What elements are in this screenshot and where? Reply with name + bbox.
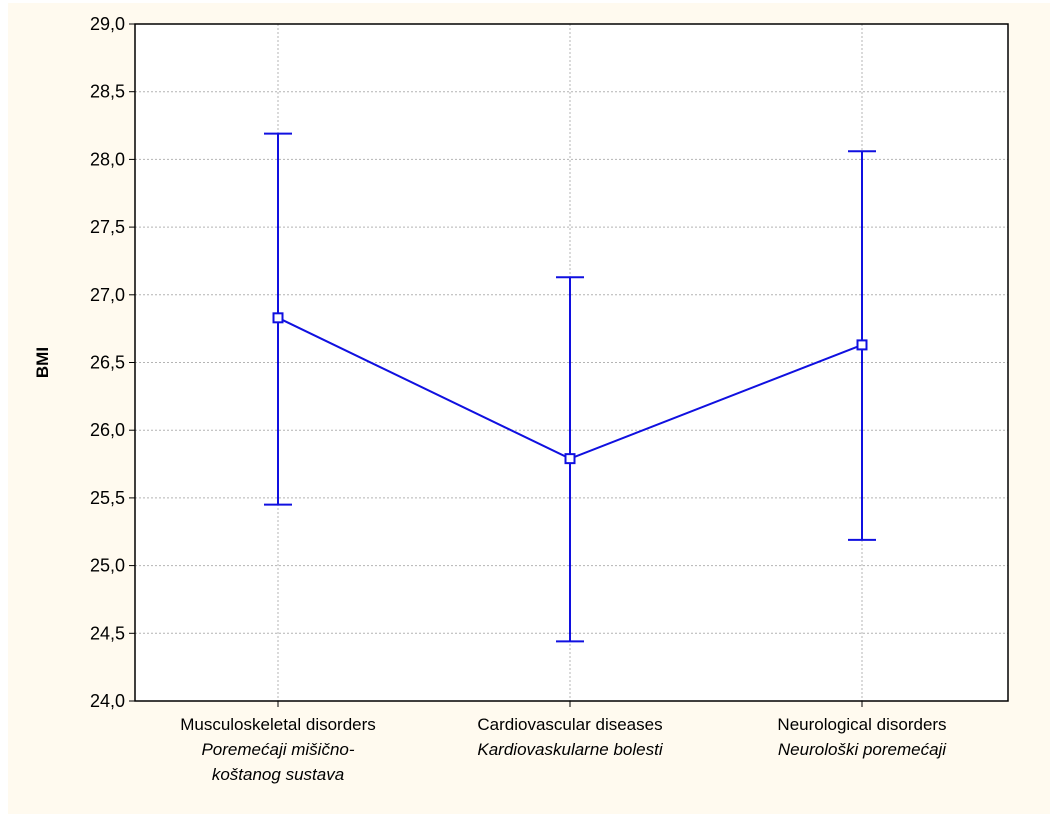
y-tick-label: 29,0 (90, 14, 125, 34)
y-tick-label: 25,0 (90, 556, 125, 576)
data-point (272, 312, 284, 324)
data-point (856, 339, 868, 351)
y-tick-label: 26,5 (90, 353, 125, 373)
x-tick-label: Cardiovascular diseases (477, 715, 662, 734)
y-axis-label: BMI (33, 347, 52, 378)
y-tick-label: 27,5 (90, 217, 125, 237)
plot-border (134, 23, 1009, 702)
y-tick-label: 27,0 (90, 285, 125, 305)
chart-svg: 24,0 24,5 25,0 25,5 26,0 26,5 27,0 27,5 28,0 28,5… (8, 3, 1050, 814)
x-tick-label: Neurological disorders (777, 715, 946, 734)
y-axis: 24,0 24,5 25,0 25,5 26,0 26,5 27,0 27,5 28,0 28,5… (90, 14, 135, 711)
y-tick-label: 28,5 (90, 82, 125, 102)
y-tick-label: 26,0 (90, 420, 125, 440)
y-tick-label: 24,0 (90, 691, 125, 711)
y-tick-label: 28,0 (90, 149, 125, 169)
series-group (264, 132, 876, 643)
x-tick-label: Musculoskeletal disorders (180, 715, 376, 734)
x-tick-sublabel: Poremećaji mišično- (201, 740, 354, 759)
chart-container: 24,0 24,5 25,0 25,5 26,0 26,5 27,0 27,5 28,0 28,5… (8, 3, 1050, 814)
y-tick-label: 24,5 (90, 623, 125, 643)
x-axis: Musculoskeletal disorders Poremećaji miši… (134, 23, 1009, 784)
grid (135, 24, 1008, 701)
data-point (564, 453, 576, 465)
x-tick-sublabel: Neurološki poremećaji (778, 740, 947, 759)
x-tick-sublabel: Kardiovaskularne bolesti (477, 740, 663, 759)
y-tick-label: 25,5 (90, 488, 125, 508)
x-tick-sublabel: koštanog sustava (212, 765, 344, 784)
